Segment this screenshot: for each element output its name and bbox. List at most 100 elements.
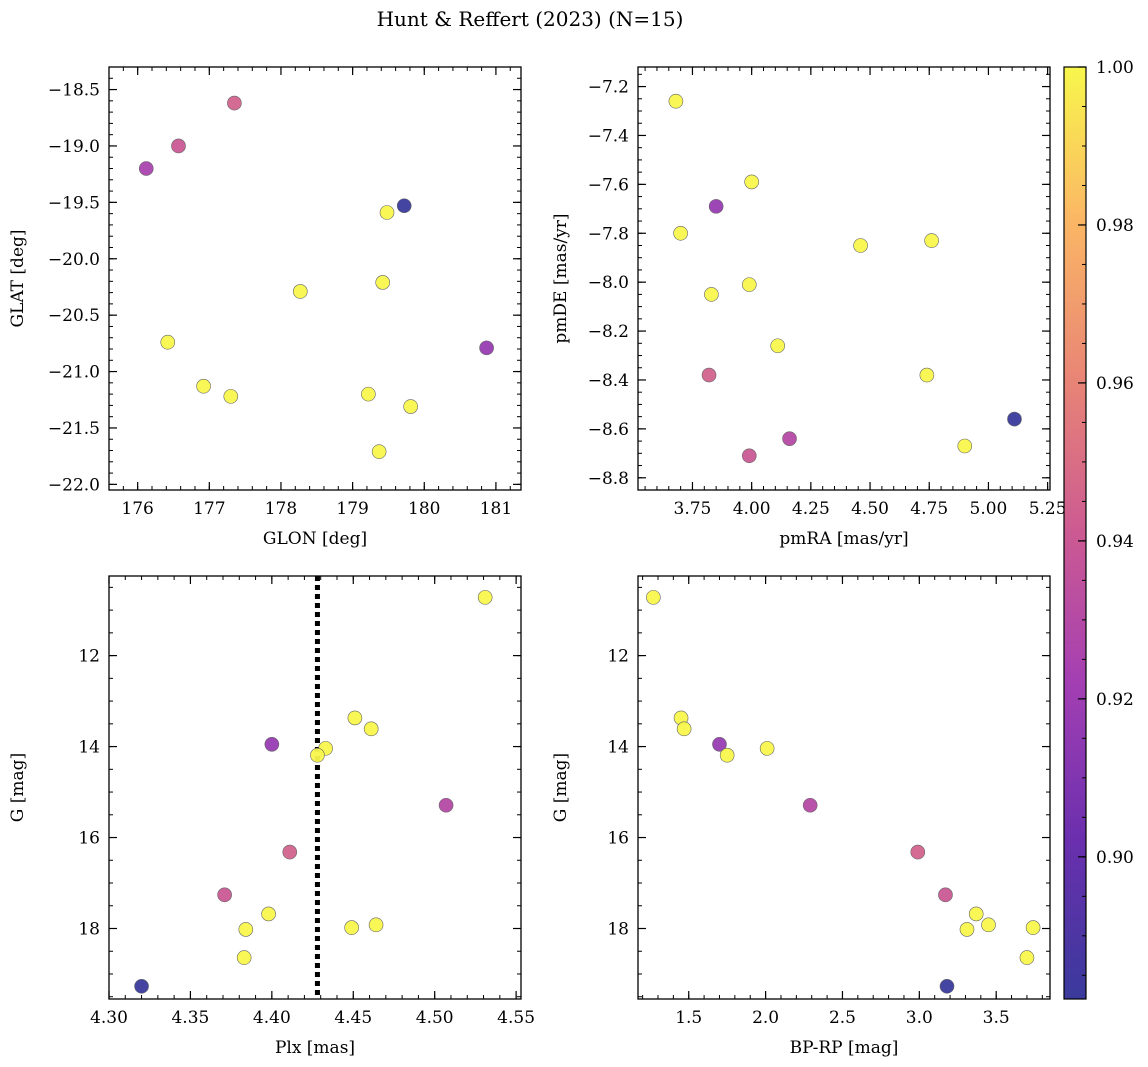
data-point xyxy=(264,736,280,752)
colorbar-tick-label: 0.92 xyxy=(1096,690,1134,710)
y-tick-label: 12 xyxy=(607,647,629,667)
y-tick-label: −18.5 xyxy=(48,81,100,101)
y-tick-label: −8.6 xyxy=(588,420,629,440)
scatter-panel-1: 176 177 178 179 180 181 −22.0 −21.5 −21.0 −20.5 −2… xyxy=(8,66,522,549)
y-axis-label: pmDE [mas/yr] xyxy=(551,213,571,343)
data-point xyxy=(134,978,149,994)
data-point xyxy=(676,721,692,737)
x-tick-label: 4.00 xyxy=(733,499,771,519)
data-point xyxy=(968,906,984,922)
data-point xyxy=(782,431,797,446)
x-tick-label: 180 xyxy=(408,499,440,519)
data-point xyxy=(802,797,818,813)
data-point xyxy=(741,448,757,464)
x-tick-label: 4.45 xyxy=(334,1008,372,1028)
data-point xyxy=(924,233,939,248)
data-point xyxy=(344,920,359,935)
x-tick-label: 181 xyxy=(480,499,512,519)
y-tick-label: −7.2 xyxy=(588,78,629,98)
data-point xyxy=(938,887,953,903)
data-point xyxy=(479,340,494,356)
data-point xyxy=(403,399,418,414)
y-tick-label: −22.0 xyxy=(48,475,100,495)
data-point xyxy=(646,590,661,605)
scatter-panels: 176 177 178 179 180 181 −22.0 −21.5 −21.0 −20.5 −2… xyxy=(8,66,1067,1058)
data-point xyxy=(719,747,735,763)
data-point xyxy=(293,284,308,299)
y-tick-label: 14 xyxy=(607,738,629,758)
data-point xyxy=(238,922,254,937)
x-tick-label: 4.50 xyxy=(851,499,889,519)
x-tick-label: 4.50 xyxy=(416,1008,454,1028)
y-axis-label: G [mag] xyxy=(551,753,571,822)
y-tick-label: −8.2 xyxy=(588,322,629,342)
data-point xyxy=(759,741,775,756)
y-tick-label: 18 xyxy=(607,920,629,940)
y-tick-label: −7.4 xyxy=(588,126,629,146)
data-point xyxy=(375,275,391,290)
x-tick-label: 4.40 xyxy=(253,1008,291,1028)
y-tick-label: 16 xyxy=(78,829,100,849)
scatter-panel-2: 3.75 4.00 4.25 4.50 4.75 5.00 5.25 −8.8 −8.6 −8.4… xyxy=(551,66,1067,549)
colorbar-tick-label: 0.90 xyxy=(1096,848,1134,868)
data-point xyxy=(939,978,955,994)
y-tick-label: −7.8 xyxy=(588,224,629,244)
y-axis-label: GLAT [deg] xyxy=(8,229,28,327)
data-point xyxy=(160,334,176,350)
y-tick-label: −21.5 xyxy=(48,419,100,439)
colorbar-tick-label: 0.96 xyxy=(1096,374,1134,394)
x-axis-label: BP-RP [mag] xyxy=(790,1038,899,1058)
colorbar: 0.90 0.92 0.94 0.96 0.98 1.00 xyxy=(1063,58,1134,1000)
x-tick-label: 1.5 xyxy=(675,1008,702,1028)
y-tick-label: 16 xyxy=(607,829,629,849)
x-axis-label: GLON [deg] xyxy=(263,529,367,549)
colorbar-gradient xyxy=(1063,66,1087,1000)
data-point xyxy=(477,590,493,605)
data-point xyxy=(261,906,276,922)
y-tick-label: 12 xyxy=(78,647,100,667)
y-tick-label: −7.6 xyxy=(588,175,629,195)
x-tick-label: 3.0 xyxy=(906,1008,933,1028)
data-point xyxy=(919,367,935,383)
y-tick-label: −21.0 xyxy=(48,363,100,383)
x-tick-label: 4.35 xyxy=(171,1008,209,1028)
data-point xyxy=(910,844,926,860)
data-point xyxy=(396,198,412,214)
data-point xyxy=(770,338,786,354)
x-tick-label: 3.75 xyxy=(674,499,712,519)
y-tick-label: −20.5 xyxy=(48,306,100,326)
plot-frame xyxy=(637,66,1051,491)
data-point xyxy=(1019,950,1035,965)
x-tick-label: 2.0 xyxy=(752,1008,779,1028)
scatter-panel-4: 1.5 2.0 2.5 3.0 3.5 12 14 16 18 BP-RP [mag] G [mag… xyxy=(551,575,1051,1058)
data-point xyxy=(712,736,727,752)
y-tick-label: −8.8 xyxy=(588,469,629,489)
data-point xyxy=(701,367,717,383)
y-tick-label: 14 xyxy=(78,738,100,758)
data-point xyxy=(217,887,232,903)
colorbar-tick-label: 0.94 xyxy=(1096,532,1134,552)
data-point xyxy=(363,721,379,737)
y-tick-label: −8.0 xyxy=(588,273,629,293)
x-tick-label: 178 xyxy=(265,499,297,519)
data-point xyxy=(981,917,996,933)
colorbar-tick-label: 0.98 xyxy=(1096,216,1134,236)
plot-frame xyxy=(108,575,522,1000)
colorbar-tick-label: 1.00 xyxy=(1096,58,1134,78)
data-point xyxy=(708,199,724,214)
y-tick-label: −19.5 xyxy=(48,193,100,213)
data-point xyxy=(282,844,298,860)
data-point xyxy=(361,386,376,402)
y-axis-label: G [mag] xyxy=(8,753,28,822)
y-tick-label: −8.4 xyxy=(588,371,629,391)
data-point xyxy=(438,797,454,813)
data-point xyxy=(223,389,239,404)
plot-frame xyxy=(108,66,522,491)
data-point xyxy=(138,161,154,176)
data-point xyxy=(368,917,384,933)
data-point xyxy=(668,93,684,109)
data-point xyxy=(1007,411,1022,427)
data-point xyxy=(371,444,387,459)
data-point xyxy=(957,438,973,454)
